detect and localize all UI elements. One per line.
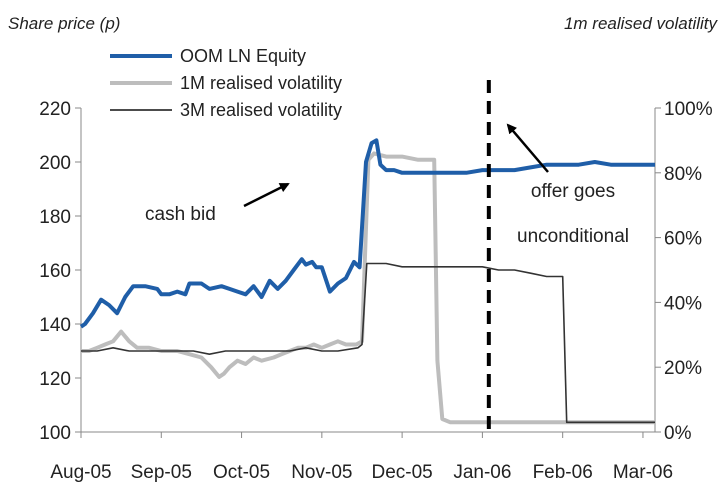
- left-axis-title: Share price (p): [8, 14, 121, 33]
- left-tick-label: 100: [39, 423, 71, 444]
- x-tick-label: Jan-06: [453, 462, 511, 483]
- left-tick-label: 160: [39, 261, 71, 282]
- x-tick-label: Nov-05: [291, 462, 352, 483]
- annotation-cash-bid: cash bid: [145, 204, 216, 225]
- x-tick-label: Oct-05: [213, 462, 270, 483]
- offer-arrow: [506, 123, 549, 173]
- x-tick-label: Mar-06: [613, 462, 673, 483]
- cash-bid-arrow: [243, 182, 290, 208]
- right-tick-label: 0%: [664, 423, 692, 444]
- left-tick-label: 200: [39, 153, 71, 174]
- annotation-offer-goes: offer goes: [531, 181, 615, 202]
- left-tick-label: 120: [39, 369, 71, 390]
- annotation-unconditional: unconditional: [517, 226, 629, 247]
- x-tick-label: Sep-05: [131, 462, 192, 483]
- x-tick-label: Dec-05: [371, 462, 432, 483]
- legend-label-1: OOM LN Equity: [180, 46, 306, 66]
- right-tick-label: 20%: [664, 358, 702, 379]
- right-tick-label: 60%: [664, 229, 702, 250]
- x-tick-label: Feb-06: [533, 462, 593, 483]
- right-tick-label: 40%: [664, 293, 702, 314]
- x-tick-label: Aug-05: [50, 462, 111, 483]
- series-line-1: [79, 138, 655, 329]
- legend-label-3: 3M realised volatility: [180, 100, 342, 120]
- series-line-3: [81, 262, 655, 424]
- right-tick-label: 100%: [664, 99, 713, 120]
- right-axis-title: 1m realised volatility: [563, 14, 717, 33]
- left-tick-label: 140: [39, 315, 71, 336]
- legend-label-2: 1M realised volatility: [180, 73, 342, 93]
- right-tick-label: 80%: [664, 164, 702, 185]
- left-tick-label: 180: [39, 207, 71, 228]
- left-tick-label: 220: [39, 99, 71, 120]
